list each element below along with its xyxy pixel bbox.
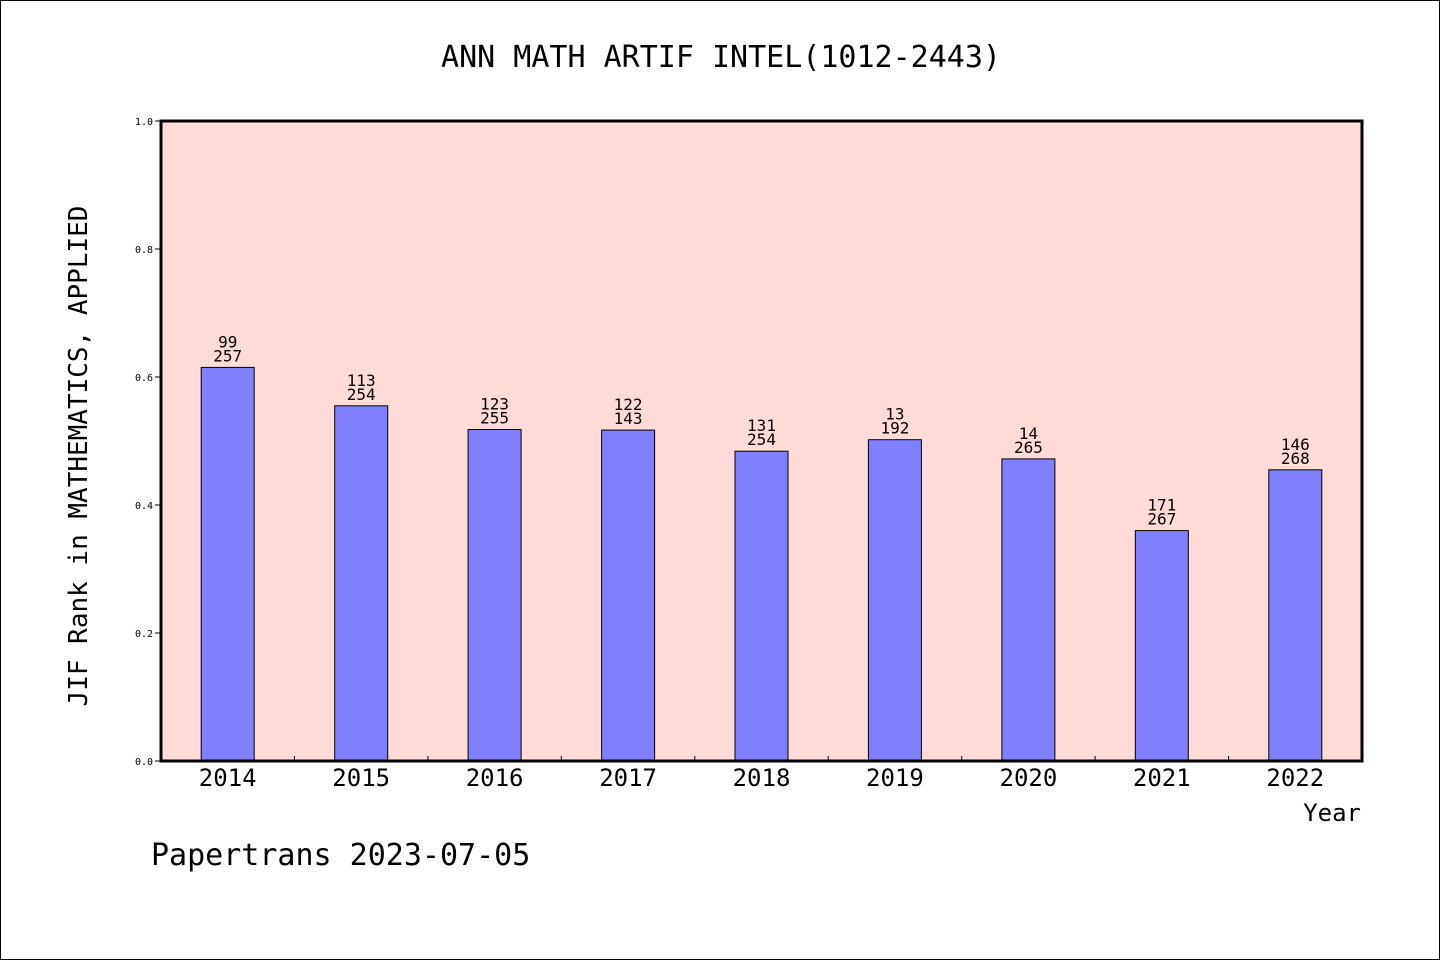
y-tick-label: 0.6 (135, 373, 153, 384)
x-tick-label-2017: 2017 (599, 764, 657, 792)
y-tick-label: 0.4 (135, 501, 153, 512)
bar-rank-label-2017: 122 (614, 395, 643, 414)
bar-rank-label-2022: 146 (1281, 435, 1310, 454)
y-axis-label: JIF Rank in MATHEMATICS, APPLIED (64, 206, 94, 707)
x-tick-label-2022: 2022 (1266, 764, 1324, 792)
bar-2016 (467, 429, 522, 762)
x-tick-label-2014: 2014 (199, 764, 257, 792)
bar-rank-label-2020: 14 (1019, 424, 1038, 443)
x-tick-label-2016: 2016 (466, 764, 524, 792)
bar-2015 (334, 405, 389, 762)
x-axis-ticks: 2014 2015 2016 2017 2018 2019 2020 2021 2022 (199, 756, 1324, 792)
y-tick-label: 1.0 (135, 117, 153, 128)
footer-text: Papertrans 2023-07-05 (151, 838, 530, 873)
bar-total-label-2017: 143 (614, 409, 643, 428)
chart-title: ANN MATH ARTIF INTEL(1012-2443) (441, 40, 1001, 75)
bar-total-label-2018: 254 (747, 430, 776, 449)
bar-total-label-2022: 268 (1281, 449, 1310, 468)
bar-2022 (1268, 469, 1323, 762)
bar-total-label-2021: 267 (1147, 510, 1176, 529)
bar-rank-label-2018: 131 (747, 416, 776, 435)
bar-rank-label-2019: 13 (885, 405, 904, 424)
x-tick-label-2015: 2015 (332, 764, 390, 792)
bar-2021 (1134, 530, 1189, 762)
bar-total-label-2020: 265 (1014, 438, 1043, 457)
bar-rank-label-2016: 123 (480, 395, 509, 414)
y-tick-label: 0.2 (135, 629, 153, 640)
x-tick-label-2019: 2019 (866, 764, 924, 792)
x-tick-label-2018: 2018 (733, 764, 791, 792)
bar-2017 (601, 429, 656, 762)
bar-total-label-2016: 255 (480, 409, 509, 428)
bar-total-label-2014: 257 (213, 346, 242, 365)
y-tick-label: 0.0 (135, 757, 153, 768)
bar-rank-label-2014: 99 (218, 332, 237, 351)
bar-2018 (734, 450, 789, 762)
bar-2014 (200, 366, 255, 762)
bar-rank-label-2015: 113 (347, 371, 376, 390)
bar-2019 (867, 439, 922, 762)
x-tick-label-2021: 2021 (1133, 764, 1191, 792)
bar-total-label-2015: 254 (347, 385, 376, 404)
y-tick-label: 0.8 (135, 245, 153, 256)
bar-rank-label-2021: 171 (1147, 496, 1176, 515)
x-axis-label: Year (1303, 799, 1361, 827)
plot-border (159, 119, 1364, 763)
y-axis-ticks: 0.0 0.2 0.4 0.6 0.8 1.0 (135, 117, 161, 768)
x-tick-label-2020: 2020 (1000, 764, 1058, 792)
bar-2020 (1001, 458, 1056, 762)
bar-total-label-2019: 192 (880, 419, 909, 438)
